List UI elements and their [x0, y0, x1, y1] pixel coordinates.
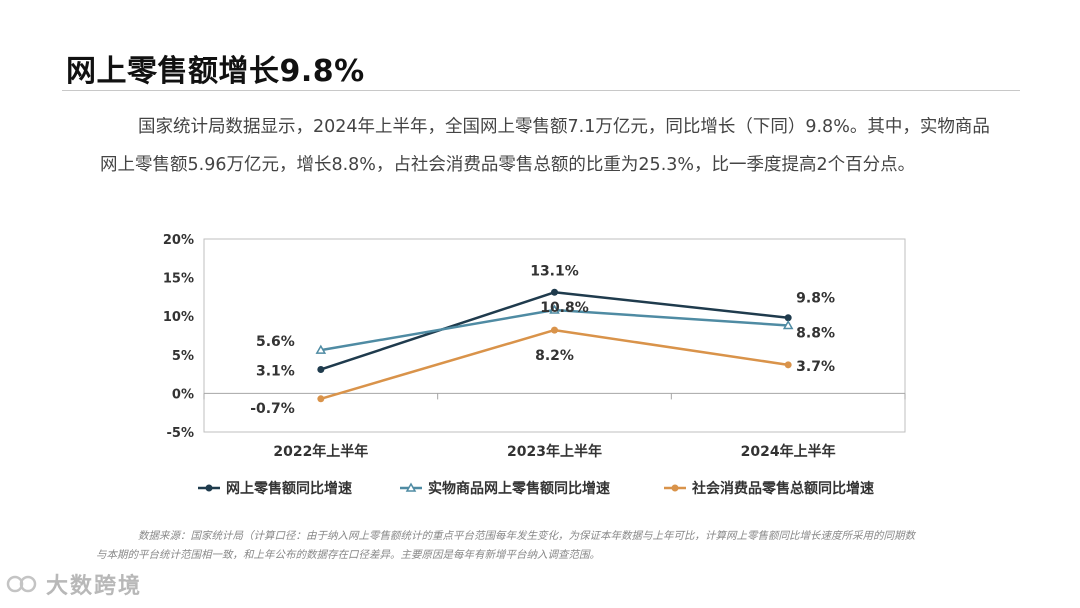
series-line [320, 328, 789, 401]
source-note: 数据来源：国家统计局（计算口径：由于纳入网上零售额统计的重点平台范围每年发生变化… [96, 527, 996, 565]
legend-swatch-marker [205, 484, 213, 492]
x-category-label: 2022年上半年 [273, 443, 368, 460]
watermark: 大数跨境 [6, 568, 142, 600]
title-divider [62, 90, 1020, 91]
legend-swatch-marker [671, 484, 679, 492]
data-point-marker [784, 314, 792, 322]
data-point-marker [551, 326, 558, 334]
data-label: 13.1% [530, 263, 579, 279]
page-title: 网上零售额增长9.8% [66, 54, 365, 89]
y-tick-label: -5% [167, 426, 194, 441]
summary-paragraph: 国家统计局数据显示，2024年上半年，全国网上零售额7.1万亿元，同比增长（下同… [100, 117, 990, 175]
data-label: 8.2% [535, 348, 574, 364]
data-label: 3.7% [796, 359, 835, 375]
source-line-2: 与本期的平台统计范围相一致，和上年公布的数据存在口径差异。主要原因是每年有新增平… [96, 549, 600, 561]
y-tick-label: 5% [172, 349, 194, 364]
plot-frame [203, 238, 906, 433]
data-point-marker [317, 395, 325, 403]
legend-label: 社会消费品零售总额同比增速 [691, 480, 874, 497]
data-label: 5.6% [256, 334, 295, 350]
y-tick-label: 20% [163, 233, 194, 248]
data-point-marker [551, 288, 558, 296]
data-label: 10.8% [540, 300, 589, 316]
watermark-logo-icon [6, 575, 37, 593]
data-point-marker [784, 361, 792, 369]
x-category-label: 2023年上半年 [507, 443, 602, 460]
data-point-marker [315, 344, 327, 354]
source-line-1: 数据来源：国家统计局（计算口径：由于纳入网上零售额统计的重点平台范围每年发生变化… [138, 530, 915, 542]
y-tick-label: 10% [163, 310, 194, 325]
x-category-label: 2024年上半年 [741, 443, 836, 460]
data-point-marker [782, 319, 794, 330]
y-tick-label: 15% [163, 272, 194, 287]
data-label: 8.8% [796, 325, 835, 341]
data-label: 9.8% [796, 291, 835, 307]
data-point-marker [317, 365, 325, 373]
watermark-text: 大数跨境 [46, 574, 143, 599]
legend-label: 实物商品网上零售额同比增速 [428, 480, 610, 497]
legend-swatch-marker [405, 482, 417, 492]
data-label: -0.7% [250, 401, 295, 417]
y-tick-label: 0% [172, 387, 194, 402]
data-label: 3.1% [256, 363, 295, 379]
data-point-marker [549, 304, 560, 314]
legend-label: 网上零售额同比增速 [226, 480, 352, 497]
